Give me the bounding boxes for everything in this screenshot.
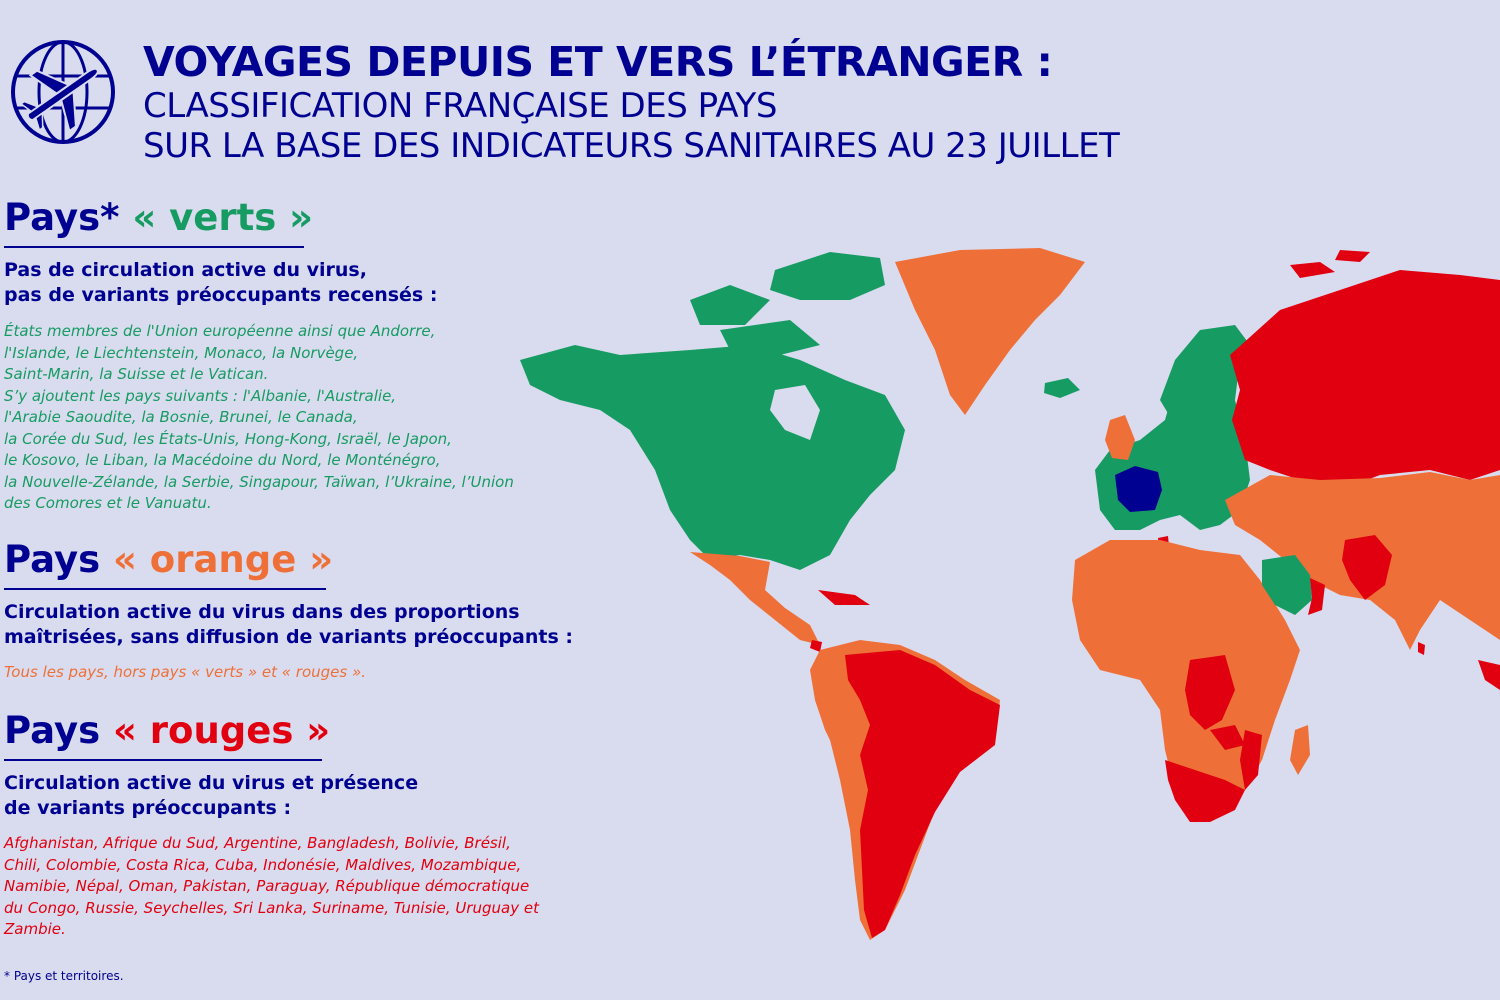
world-map [520, 248, 1500, 940]
map-indonesia [1478, 660, 1500, 690]
globe-airplane-icon [11, 40, 115, 144]
map-afghanistan-pakistan [1342, 535, 1392, 600]
map-drc [1185, 655, 1235, 730]
map-uk [1105, 415, 1135, 460]
map-oman [1308, 578, 1325, 615]
section-orange-heading: Pays « orange » [4, 538, 604, 582]
map-costa-rica [810, 640, 822, 652]
section-red-heading: Pays « rouges » [4, 709, 604, 753]
section-red-prefix: Pays [4, 709, 101, 752]
section-red-label: « rouges » [113, 709, 331, 752]
section-green-rule [4, 246, 304, 248]
map-canada-arctic [690, 252, 885, 355]
section-orange: Pays « orange » Circulation active du vi… [4, 538, 604, 684]
section-red-rule [4, 759, 322, 761]
map-zambia [1210, 725, 1245, 750]
section-orange-prefix: Pays [4, 538, 101, 581]
map-scandinavia [1160, 325, 1250, 425]
map-mozambique [1240, 730, 1262, 790]
map-france [1115, 466, 1162, 512]
map-south-america-red [845, 650, 1000, 938]
section-green-countries: États membres de l'Union européenne ains… [4, 322, 514, 512]
footnote: * Pays et territoires. [4, 969, 124, 983]
section-orange-label: « orange » [113, 538, 334, 581]
section-orange-lead: Circulation active du virus dans des pro… [4, 600, 604, 650]
section-red-countries: Afghanistan, Afrique du Sud, Argentine, … [4, 834, 539, 938]
map-mexico [690, 552, 820, 645]
section-red: Pays « rouges » Circulation active du vi… [4, 709, 604, 941]
page-title: VOYAGES DEPUIS ET VERS L’ÉTRANGER : [143, 38, 1053, 86]
section-green: Pays* « verts » Pas de circulation activ… [4, 196, 604, 515]
map-cuba [818, 590, 870, 605]
page-subtitle-line-1: CLASSIFICATION FRANÇAISE DES PAYS [143, 86, 777, 126]
section-green-lead-line-2: pas de variants préoccupants recensés : [4, 284, 438, 306]
section-green-prefix: Pays* [4, 196, 120, 239]
header: VOYAGES DEPUIS ET VERS L’ÉTRANGER : CLAS… [143, 38, 1120, 166]
map-russia [1230, 270, 1500, 490]
map-north-america [520, 345, 905, 570]
section-orange-lead-line-1: Circulation active du virus dans des pro… [4, 601, 520, 623]
map-hudson-bay [770, 385, 820, 440]
map-sri-lanka [1418, 642, 1425, 655]
section-orange-rule [4, 588, 326, 590]
section-green-lead: Pas de circulation active du virus, pas … [4, 258, 604, 308]
map-russia-islands [1290, 250, 1370, 278]
section-red-lead: Circulation active du virus et présence … [4, 771, 604, 821]
section-red-lead-line-1: Circulation active du virus et présence [4, 772, 419, 794]
section-orange-countries: Tous les pays, hors pays « verts » et « … [4, 663, 367, 681]
section-green-label: « verts » [132, 196, 314, 239]
section-red-lead-line-2: de variants préoccupants : [4, 797, 292, 819]
map-saudi-arabia [1262, 555, 1312, 615]
map-madagascar [1290, 725, 1310, 775]
map-greenland [895, 248, 1085, 415]
section-green-heading: Pays* « verts » [4, 196, 604, 240]
map-peru-ecuador [815, 680, 862, 760]
map-southern-africa [1165, 760, 1245, 822]
page-subtitle-line-2: SUR LA BASE DES INDICATEURS SANITAIRES A… [143, 126, 1120, 166]
section-orange-lead-line-2: maîtrisées, sans diffusion de variants p… [4, 626, 574, 648]
map-iceland [1044, 378, 1080, 398]
section-green-lead-line-1: Pas de circulation active du virus, [4, 259, 367, 281]
